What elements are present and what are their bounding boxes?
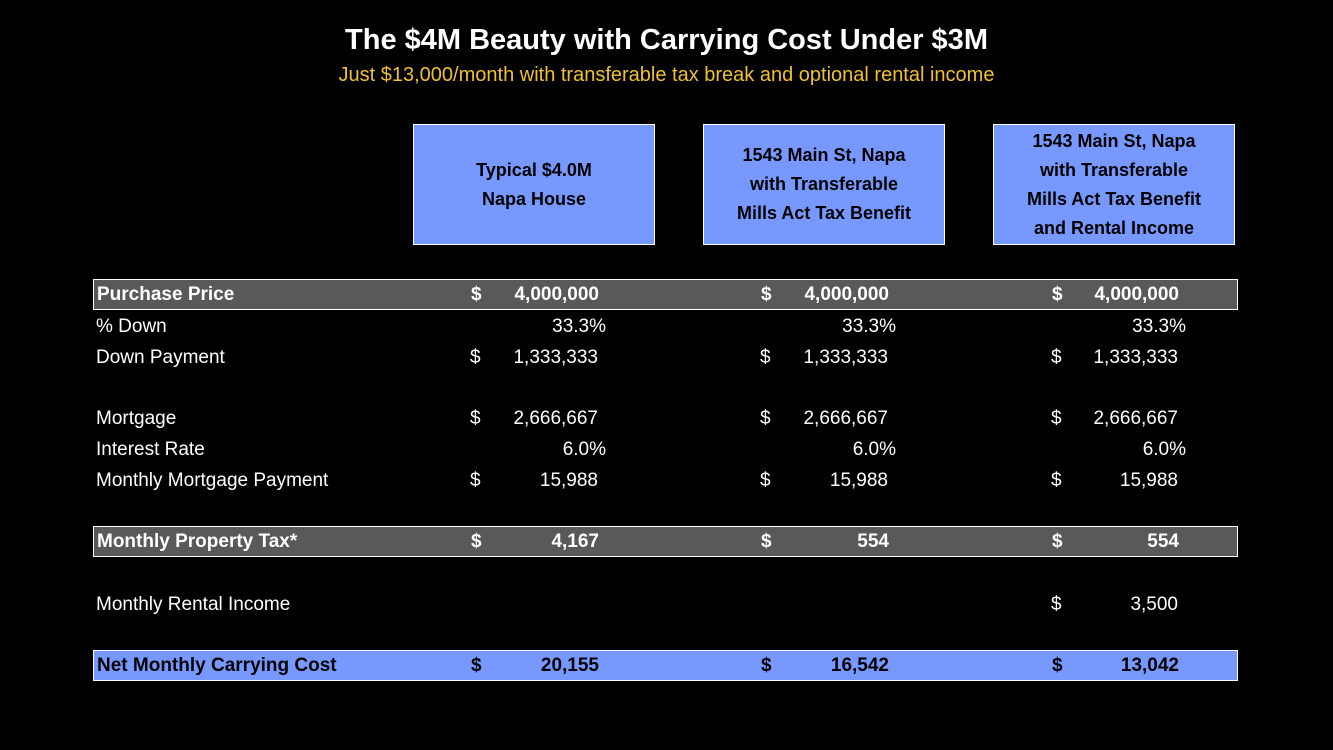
currency-symbol: $ — [1052, 655, 1063, 676]
currency-symbol: $ — [1052, 284, 1063, 305]
cell-value: 33.3% — [552, 316, 606, 337]
cell-value: 13,042 — [1120, 655, 1179, 676]
row-label: % Down — [96, 316, 167, 337]
currency-symbol: $ — [470, 347, 481, 368]
row-mortgage: Mortgage $2,666,667 $2,666,667 $2,666,667 — [93, 403, 1238, 434]
row-label: Monthly Property Tax* — [97, 531, 298, 552]
cell-value: 554 — [857, 531, 889, 552]
currency-symbol: $ — [761, 284, 772, 305]
row-label: Net Monthly Carrying Cost — [97, 655, 337, 676]
row-property-tax: Monthly Property Tax* $4,167 $554 $554 — [93, 526, 1238, 557]
cell-value: 15,988 — [829, 470, 888, 491]
column-header-main-st: 1543 Main St, Napa with Transferable Mil… — [703, 124, 945, 245]
currency-symbol: $ — [761, 655, 772, 676]
currency-symbol: $ — [760, 470, 771, 491]
row-pct-down: % Down 33.3% 33.3% 33.3% — [93, 311, 1238, 342]
currency-symbol: $ — [760, 347, 771, 368]
row-net-cost: Net Monthly Carrying Cost $20,155 $16,542 $… — [93, 650, 1238, 681]
currency-symbol: $ — [471, 284, 482, 305]
cell-value: 4,000,000 — [804, 284, 889, 305]
cell-value: 4,167 — [551, 531, 599, 552]
currency-symbol: $ — [1051, 594, 1062, 615]
row-label: Purchase Price — [97, 284, 235, 305]
currency-symbol: $ — [471, 655, 482, 676]
cell-value: 16,542 — [830, 655, 889, 676]
currency-symbol: $ — [760, 408, 771, 429]
currency-symbol: $ — [1051, 347, 1062, 368]
row-label: Mortgage — [96, 408, 177, 429]
cell-value: 2,666,667 — [513, 408, 598, 429]
cell-value: 4,000,000 — [514, 284, 599, 305]
row-label: Interest Rate — [96, 439, 205, 460]
cell-value: 3,500 — [1130, 594, 1178, 615]
cell-value: 4,000,000 — [1094, 284, 1179, 305]
page-subtitle: Just $13,000/month with transferable tax… — [338, 64, 995, 86]
row-label: Monthly Rental Income — [96, 594, 291, 615]
cell-value: 6.0% — [1142, 439, 1186, 460]
currency-symbol: $ — [471, 531, 482, 552]
cell-value: 15,988 — [539, 470, 598, 491]
row-label: Down Payment — [96, 347, 225, 368]
cell-value: 6.0% — [562, 439, 606, 460]
row-monthly-mortgage: Monthly Mortgage Payment $15,988 $15,988 $1… — [93, 465, 1238, 496]
currency-symbol: $ — [1052, 531, 1063, 552]
cell-value: 2,666,667 — [1093, 408, 1178, 429]
row-rental-income: Monthly Rental Income $3,500 — [93, 589, 1238, 620]
cell-value: 15,988 — [1119, 470, 1178, 491]
column-header-typical: Typical $4.0M Napa House — [413, 124, 655, 245]
cell-value: 33.3% — [842, 316, 896, 337]
cell-value: 1,333,333 — [803, 347, 888, 368]
cell-value: 20,155 — [540, 655, 599, 676]
currency-symbol: $ — [470, 408, 481, 429]
cell-value: 1,333,333 — [1093, 347, 1178, 368]
row-label: Monthly Mortgage Payment — [96, 470, 329, 491]
cell-value: 1,333,333 — [513, 347, 598, 368]
cell-value: 6.0% — [852, 439, 896, 460]
currency-symbol: $ — [761, 531, 772, 552]
cell-value: 33.3% — [1132, 316, 1186, 337]
currency-symbol: $ — [470, 470, 481, 491]
cell-value: 2,666,667 — [803, 408, 888, 429]
row-down-payment: Down Payment $1,333,333 $1,333,333 $1,333,3… — [93, 342, 1238, 373]
cell-value: 554 — [1147, 531, 1179, 552]
row-interest-rate: Interest Rate 6.0% 6.0% 6.0% — [93, 434, 1238, 465]
currency-symbol: $ — [1051, 408, 1062, 429]
page-title: The $4M Beauty with Carrying Cost Under … — [345, 24, 988, 56]
column-header-main-st-rental: 1543 Main St, Napa with Transferable Mil… — [993, 124, 1235, 245]
row-purchase-price: Purchase Price $4,000,000 $4,000,000 $4,000… — [93, 279, 1238, 310]
currency-symbol: $ — [1051, 470, 1062, 491]
